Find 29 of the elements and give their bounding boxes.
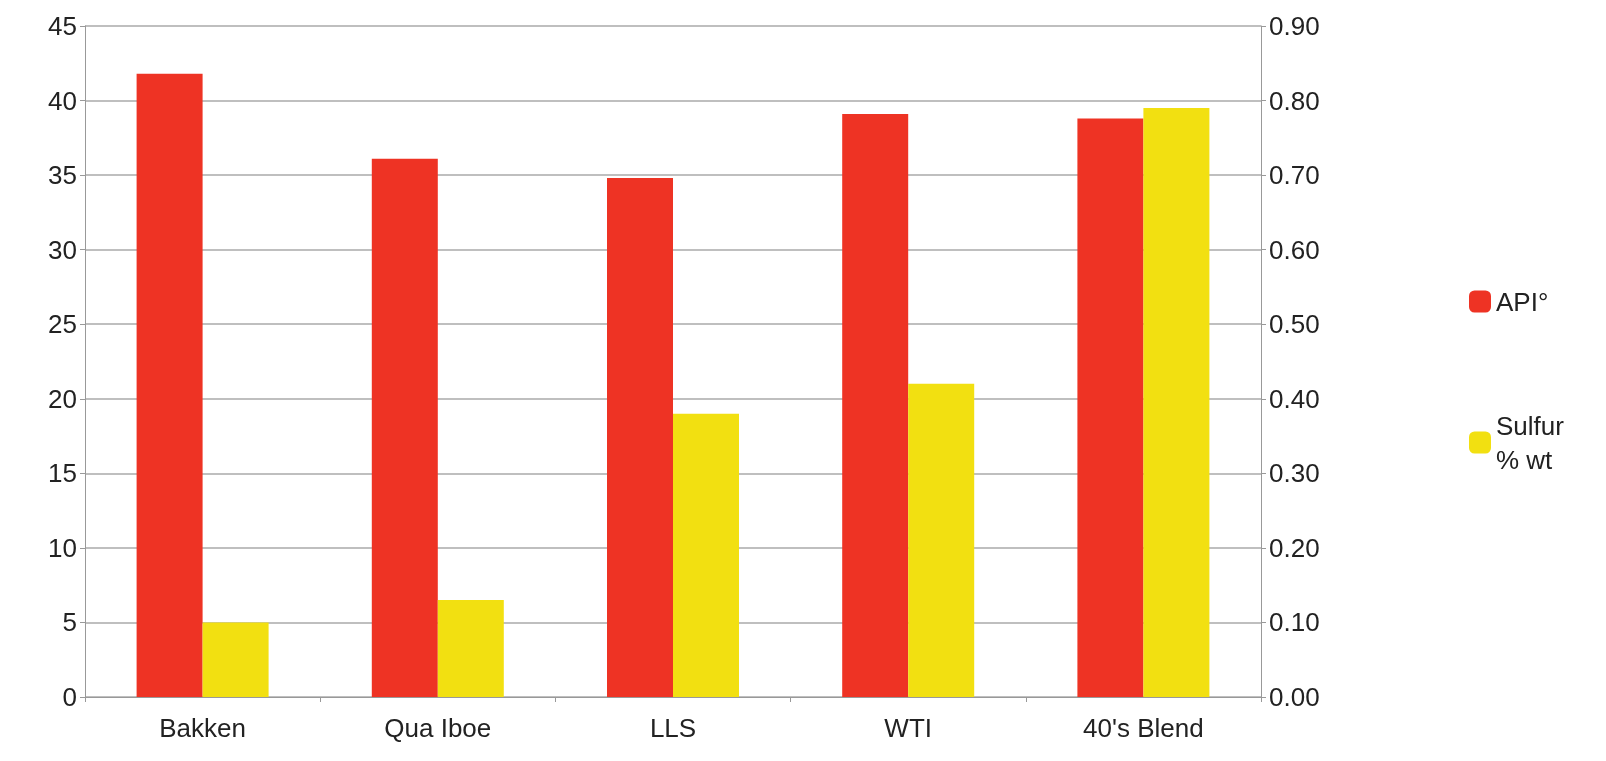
y2-tick-label: 0.50	[1269, 309, 1320, 340]
y2-tick-label: 0.30	[1269, 458, 1320, 489]
y-tick-label: 10	[48, 532, 77, 563]
y2-tick-label: 0.90	[1269, 11, 1320, 41]
x-tick-label: LLS	[649, 713, 697, 743]
legend-label: API°	[1496, 286, 1549, 317]
y2-tick-label: 0.10	[1269, 607, 1320, 638]
y-tick-label: 30	[48, 234, 77, 265]
y2-tick-label: 0.80	[1269, 85, 1320, 116]
y-tick-label: 5	[62, 607, 77, 638]
x-tick-label: 40's Blend	[1083, 713, 1204, 743]
y-tick-label: 20	[48, 383, 77, 414]
y2-tick-label: 0.40	[1269, 383, 1320, 414]
legend-label: Sulfur % wt	[1496, 410, 1572, 475]
y2-tick-label: 0.70	[1269, 160, 1320, 191]
y-tick-label: 15	[48, 458, 77, 489]
y-tick-label: 45	[48, 11, 77, 41]
y-tick-label: 40	[48, 85, 77, 116]
bar	[437, 600, 504, 697]
x-tick-label: WTI	[884, 713, 933, 743]
bar	[202, 622, 269, 697]
y-tick-label: 0	[62, 682, 77, 712]
y2-tick-label: 0.60	[1269, 234, 1320, 265]
y2-tick-label: 0.00	[1269, 682, 1320, 712]
x-tick-label: Bakken	[159, 713, 246, 743]
x-tick-label: Qua Iboe	[384, 713, 492, 743]
y2-tick-label: 0.20	[1269, 532, 1320, 563]
y-tick-label: 25	[48, 309, 77, 340]
y-tick-label: 35	[48, 160, 77, 191]
